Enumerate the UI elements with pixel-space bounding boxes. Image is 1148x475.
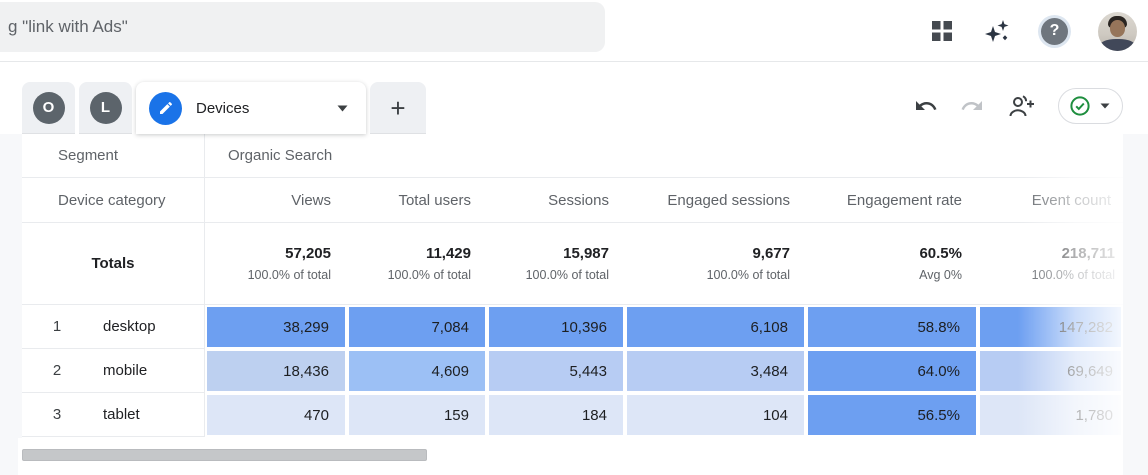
cell-desktop-views: 38,299 (207, 307, 345, 347)
cell-mobile-engaged-sessions: 3,484 (627, 351, 804, 391)
topbar-actions: ? (931, 0, 1137, 62)
cell-mobile-total-users: 4,609 (349, 351, 485, 391)
dimension-header[interactable]: Device category (22, 178, 205, 222)
row-label-desktop: 1 desktop (22, 305, 205, 349)
cell-mobile-event-count: 69,649 (980, 351, 1121, 391)
status-caret-icon (1100, 103, 1110, 109)
cell-tablet-total-users: 159 (349, 395, 485, 435)
totals-total-users: 11,429 100.0% of total (387, 245, 471, 282)
totals-views: 57,205 100.0% of total (247, 245, 331, 282)
report-tabs: O L Devices + (22, 82, 426, 134)
report-toolbar: O L Devices + (0, 62, 1148, 134)
cell-tablet-engaged-sessions: 104 (627, 395, 804, 435)
tab-devices[interactable]: Devices (136, 82, 366, 134)
cell-tablet-event-count: 1,780 (980, 395, 1121, 435)
column-header-views[interactable]: Views (291, 191, 331, 209)
avatar-shirt (1100, 38, 1135, 51)
report-content: Segment Organic Search Device category V… (0, 134, 1148, 475)
cell-mobile-engagement-rate: 64.0% (808, 351, 976, 391)
cell-mobile-sessions: 5,443 (489, 351, 623, 391)
cell-desktop-total-users: 7,084 (349, 307, 485, 347)
column-header-engaged-sessions[interactable]: Engaged sessions (667, 191, 790, 209)
totals-row: Totals 57,205 100.0% of total 11,429 100… (22, 223, 1123, 305)
table-row: 3 tablet 470 159 184 104 56.5% 1,780 (22, 393, 1123, 437)
column-header-event-count[interactable]: Event count (1031, 191, 1111, 209)
plus-icon: + (390, 92, 406, 123)
cell-tablet-views: 470 (207, 395, 345, 435)
status-check-icon (1070, 96, 1090, 116)
report-table: Segment Organic Search Device category V… (22, 134, 1123, 438)
help-icon[interactable]: ? (1041, 17, 1068, 45)
totals-sessions: 15,987 100.0% of total (525, 245, 609, 282)
horizontal-scrollbar[interactable] (22, 449, 427, 461)
toolbar-actions (914, 88, 1123, 124)
apps-grid-icon[interactable] (931, 20, 953, 42)
cell-desktop-engaged-sessions: 6,108 (627, 307, 804, 347)
totals-label: Totals (22, 223, 205, 304)
tab-l[interactable]: L (79, 82, 132, 134)
tab-l-badge: L (89, 91, 122, 124)
search-text: g "link with Ads" (8, 17, 128, 36)
undo-button[interactable] (914, 94, 938, 118)
add-tab-button[interactable]: + (370, 82, 426, 134)
totals-engaged-sessions: 9,677 100.0% of total (706, 245, 790, 282)
totals-event-count: 218,711 100.0% of total (1031, 245, 1115, 282)
segment-header: Segment (22, 134, 205, 177)
redo-button[interactable] (960, 94, 984, 118)
approval-status-button[interactable] (1058, 88, 1123, 124)
row-label-mobile: 2 mobile (22, 349, 205, 393)
column-header-total-users[interactable]: Total users (398, 191, 471, 209)
top-header: g "link with Ads" ? (0, 0, 1148, 62)
share-add-people-button[interactable] (1006, 93, 1036, 119)
tab-o-badge: O (32, 91, 65, 124)
avatar-face (1110, 19, 1125, 37)
avatar[interactable] (1098, 11, 1137, 51)
cell-desktop-event-count: 147,282 (980, 307, 1121, 347)
edit-pencil-icon (149, 91, 182, 125)
table-row: 1 desktop 38,299 7,084 10,396 6,108 58.8… (22, 305, 1123, 349)
table-row: 2 mobile 18,436 4,609 5,443 3,484 64.0% … (22, 349, 1123, 393)
segment-value[interactable]: Organic Search (228, 147, 333, 164)
totals-engagement-rate: 60.5% Avg 0% (919, 245, 962, 282)
column-header-sessions[interactable]: Sessions (548, 191, 609, 209)
cell-desktop-engagement-rate: 58.8% (808, 307, 976, 347)
row-label-tablet: 3 tablet (22, 393, 205, 437)
cell-tablet-engagement-rate: 56.5% (808, 395, 976, 435)
segment-row: Segment Organic Search (22, 134, 1123, 178)
search-bar[interactable]: g "link with Ads" (0, 2, 605, 52)
ai-sparkle-icon[interactable] (983, 17, 1011, 45)
cell-mobile-views: 18,436 (207, 351, 345, 391)
chevron-down-icon[interactable] (337, 105, 348, 112)
question-mark-glyph: ? (1041, 17, 1068, 45)
cell-tablet-sessions: 184 (489, 395, 623, 435)
column-header-row: Device category Views Total users Sessio… (22, 178, 1123, 223)
cell-desktop-sessions: 10,396 (489, 307, 623, 347)
column-header-engagement-rate[interactable]: Engagement rate (846, 191, 962, 209)
tab-o[interactable]: O (22, 82, 75, 134)
horizontal-scroll-track (18, 438, 1123, 475)
tab-devices-label: Devices (196, 99, 250, 117)
